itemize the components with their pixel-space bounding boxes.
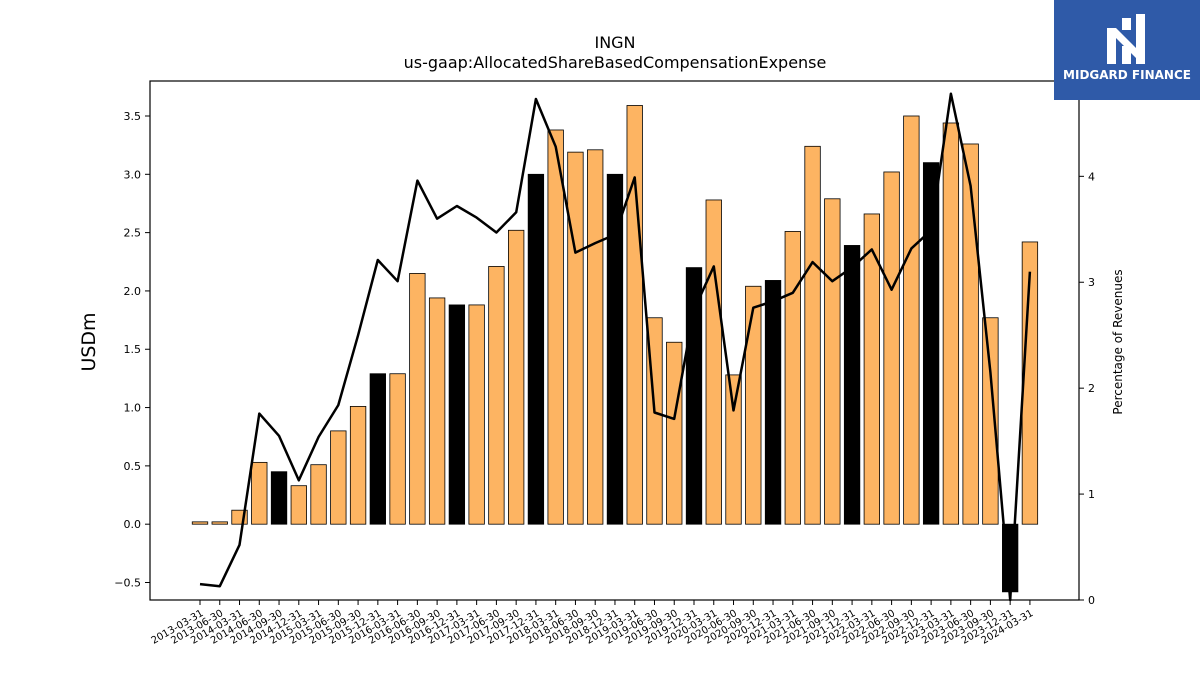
y-tick-label: 2.0 bbox=[124, 285, 142, 298]
bar bbox=[922, 162, 940, 525]
bar bbox=[883, 171, 900, 525]
y-tick-label: 2.5 bbox=[124, 227, 142, 240]
bar bbox=[666, 341, 683, 525]
y-axis-left: −0.5 0.0 0.5 1.0 1.5 2.0 2.5 3.0 3.5 bbox=[114, 110, 150, 590]
bar bbox=[448, 304, 466, 525]
bar bbox=[764, 280, 782, 525]
bar bbox=[784, 231, 801, 525]
bar bbox=[270, 471, 288, 525]
chart-subtitle: us-gaap:AllocatedShareBasedCompensationE… bbox=[404, 53, 827, 72]
bar bbox=[211, 521, 228, 525]
bar bbox=[251, 461, 268, 525]
bar bbox=[290, 485, 307, 525]
bar bbox=[804, 145, 821, 525]
y-tick-label: 0.0 bbox=[124, 518, 142, 531]
bar bbox=[310, 464, 327, 525]
y-tick-label: 1.5 bbox=[124, 343, 142, 356]
logo-mark-icon bbox=[1107, 14, 1145, 64]
bar bbox=[626, 105, 643, 525]
bar bbox=[863, 213, 880, 525]
line-series bbox=[199, 92, 1032, 602]
y-axis-right: 0 1 2 3 4 bbox=[1079, 170, 1095, 607]
y-tick-label: 0.5 bbox=[124, 460, 142, 473]
y2-tick-label: 1 bbox=[1088, 488, 1095, 501]
bar bbox=[330, 430, 347, 525]
y-tick-label: 1.0 bbox=[124, 402, 142, 415]
y2-tick-label: 0 bbox=[1088, 594, 1095, 607]
bar bbox=[191, 521, 209, 525]
bar bbox=[685, 267, 703, 525]
bar bbox=[409, 273, 426, 525]
y2-tick-label: 3 bbox=[1088, 276, 1095, 289]
bar bbox=[982, 317, 999, 525]
bar bbox=[705, 199, 722, 525]
bar bbox=[587, 149, 604, 525]
bar bbox=[962, 143, 979, 525]
bar bbox=[606, 173, 624, 525]
y2-tick-label: 2 bbox=[1088, 382, 1095, 395]
bar bbox=[824, 198, 841, 525]
bar bbox=[369, 373, 386, 525]
brand-logo: MIDGARD FINANCE bbox=[1054, 0, 1200, 100]
bar bbox=[428, 297, 446, 525]
revenue-pct-line bbox=[199, 92, 1032, 602]
bar bbox=[468, 304, 485, 525]
y-tick-label: 3.0 bbox=[124, 168, 142, 181]
bar bbox=[488, 266, 505, 525]
x-axis: 2013-03-312013-06-302014-03-312014-06-30… bbox=[150, 600, 1035, 647]
bar bbox=[567, 151, 584, 525]
y2-axis-label: Percentage of Revenues bbox=[1111, 269, 1125, 414]
bar bbox=[903, 115, 920, 525]
logo-text: MIDGARD FINANCE bbox=[1063, 68, 1191, 82]
bar bbox=[547, 129, 564, 525]
y-tick-label: 3.5 bbox=[124, 110, 142, 123]
y-tick-label: −0.5 bbox=[114, 577, 141, 590]
bar bbox=[389, 373, 406, 525]
bar bbox=[843, 245, 861, 525]
bar bbox=[745, 285, 762, 525]
bar bbox=[942, 122, 960, 525]
bar bbox=[725, 374, 742, 525]
bar-series bbox=[191, 105, 1039, 593]
y2-tick-label: 4 bbox=[1088, 170, 1095, 183]
bar bbox=[349, 405, 367, 525]
y-axis-label: USDm bbox=[78, 312, 100, 371]
bar bbox=[527, 173, 545, 525]
chart-title: INGN bbox=[594, 33, 635, 52]
bar bbox=[508, 229, 525, 525]
